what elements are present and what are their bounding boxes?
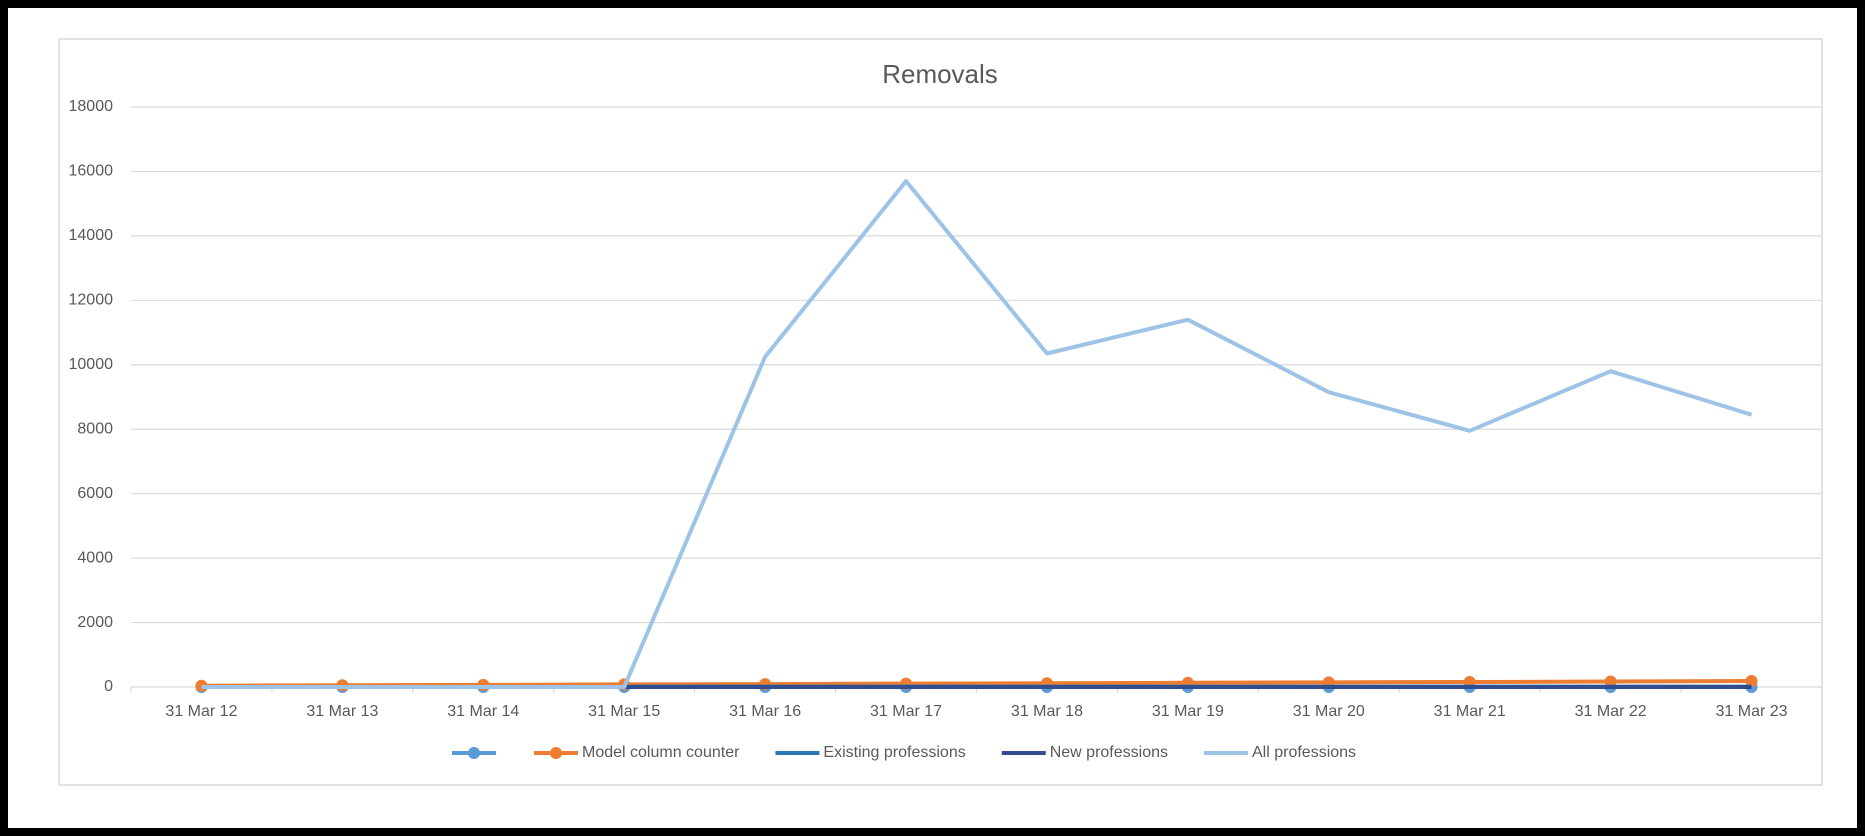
y-tick-label: 6000 <box>77 485 113 502</box>
y-tick-label: 18000 <box>69 98 114 115</box>
x-tick-label: 31 Mar 14 <box>447 703 519 720</box>
x-tick-label: 31 Mar 22 <box>1575 703 1647 720</box>
x-tick-label: 31 Mar 13 <box>306 703 378 720</box>
chart-area <box>58 38 1823 786</box>
y-tick-label: 14000 <box>69 227 114 244</box>
chart-title: Removals <box>882 59 998 89</box>
y-tick-label: 8000 <box>77 420 113 437</box>
legend-marker <box>468 747 480 759</box>
x-tick-label: 31 Mar 12 <box>165 703 237 720</box>
legend-label: Model column counter <box>582 744 740 761</box>
y-tick-label: 12000 <box>69 292 114 309</box>
x-tick-label: 31 Mar 19 <box>1152 703 1224 720</box>
series-marker <box>477 678 490 691</box>
legend-label: New professions <box>1050 744 1168 761</box>
series-line <box>201 679 1752 688</box>
y-tick-label: 16000 <box>69 163 114 180</box>
legend-label: All professions <box>1252 744 1356 761</box>
x-tick-label: 31 Mar 23 <box>1716 703 1788 720</box>
y-tick-label: 10000 <box>69 356 114 373</box>
legend-label: Existing professions <box>823 744 965 761</box>
y-tick-label: 4000 <box>77 549 113 566</box>
series-line <box>201 179 1753 689</box>
x-tick-label: 31 Mar 15 <box>588 703 660 720</box>
x-tick-label: 31 Mar 17 <box>870 703 942 720</box>
y-tick-label: 0 <box>104 678 113 695</box>
series-marker <box>1745 675 1758 688</box>
series-marker <box>1604 675 1617 688</box>
x-tick-label: 31 Mar 18 <box>1011 703 1083 720</box>
x-tick-label: 31 Mar 20 <box>1293 703 1365 720</box>
y-tick-label: 2000 <box>77 614 113 631</box>
legend-marker <box>550 747 562 759</box>
x-tick-label: 31 Mar 21 <box>1434 703 1506 720</box>
x-tick-label: 31 Mar 16 <box>729 703 801 720</box>
